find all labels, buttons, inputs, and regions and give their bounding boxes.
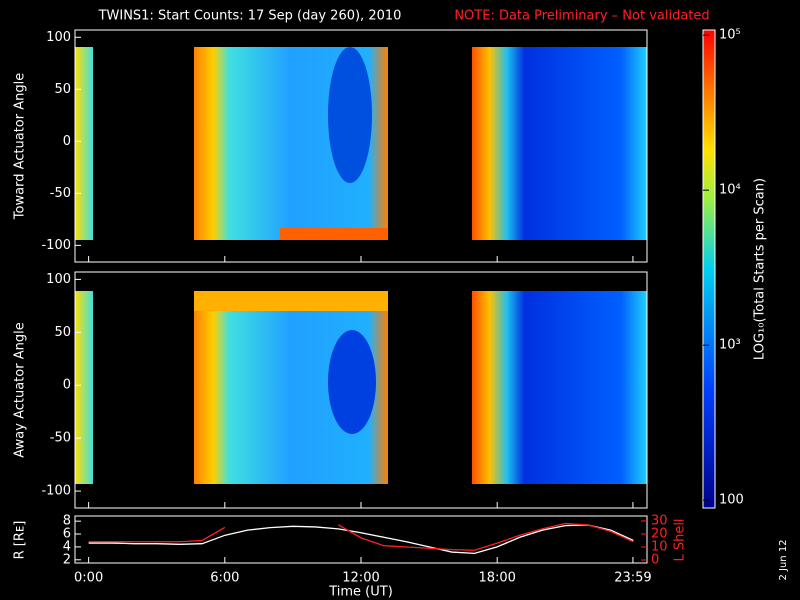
y-tick-label: 50 [54,325,71,340]
date-stamp: 2 Jun 12 [778,539,789,580]
colorbar-label: LOG₁₀(Total Starts per Scan) [753,178,768,360]
y-tick-label: 8 [63,514,71,529]
y-tick-label: 30 [651,513,668,528]
series-line [88,522,634,551]
y-tick-label: 100 [46,30,71,45]
y-tick-label: -100 [41,484,71,499]
y-axis-label: R [Rᴇ] [13,521,28,560]
x-tick-label: 12:00 [342,571,379,586]
title: TWINS1: Start Counts: 17 Sep (day 260), … [98,9,402,24]
colorbar-tick-label: 10⁴ [719,183,741,198]
y-tick-label: 2 [63,552,71,567]
y-tick-label: 50 [54,82,71,97]
x-tick-label: 23:59 [614,571,651,586]
y-tick-label: 0 [63,134,71,149]
note: NOTE: Data Preliminary – Not validated [454,9,709,24]
y-tick-label: 10 [651,539,668,554]
x-axis-label: Time (UT) [328,585,393,600]
y-tick-label: 6 [63,527,71,542]
y-tick-label: 100 [46,272,71,287]
y-tick-label: 0 [651,553,659,568]
colorbar-tick-label: 100 [719,493,744,508]
y-axis-label: Away Actuator Angle [13,322,28,457]
y-tick-label: 20 [651,526,668,541]
spectrogram-image [75,47,647,484]
y-tick-label: 4 [63,539,71,554]
y2-axis-label: L Shell [673,518,688,561]
colorbar [702,29,716,509]
y-tick-label: -50 [50,186,71,201]
series-line [88,524,634,554]
y-tick-label: 0 [63,378,71,393]
colorbar-tick-label: 10⁵ [719,28,741,43]
x-tick-label: 0:00 [74,571,103,586]
y-tick-label: -100 [41,238,71,253]
y-axis-label: Toward Actuator Angle [13,73,28,220]
panel-frame [74,515,648,564]
x-tick-label: 18:00 [478,571,515,586]
colorbar-tick-label: 10³ [719,338,741,353]
y-tick-label: -50 [50,431,71,446]
x-tick-label: 6:00 [210,571,239,586]
